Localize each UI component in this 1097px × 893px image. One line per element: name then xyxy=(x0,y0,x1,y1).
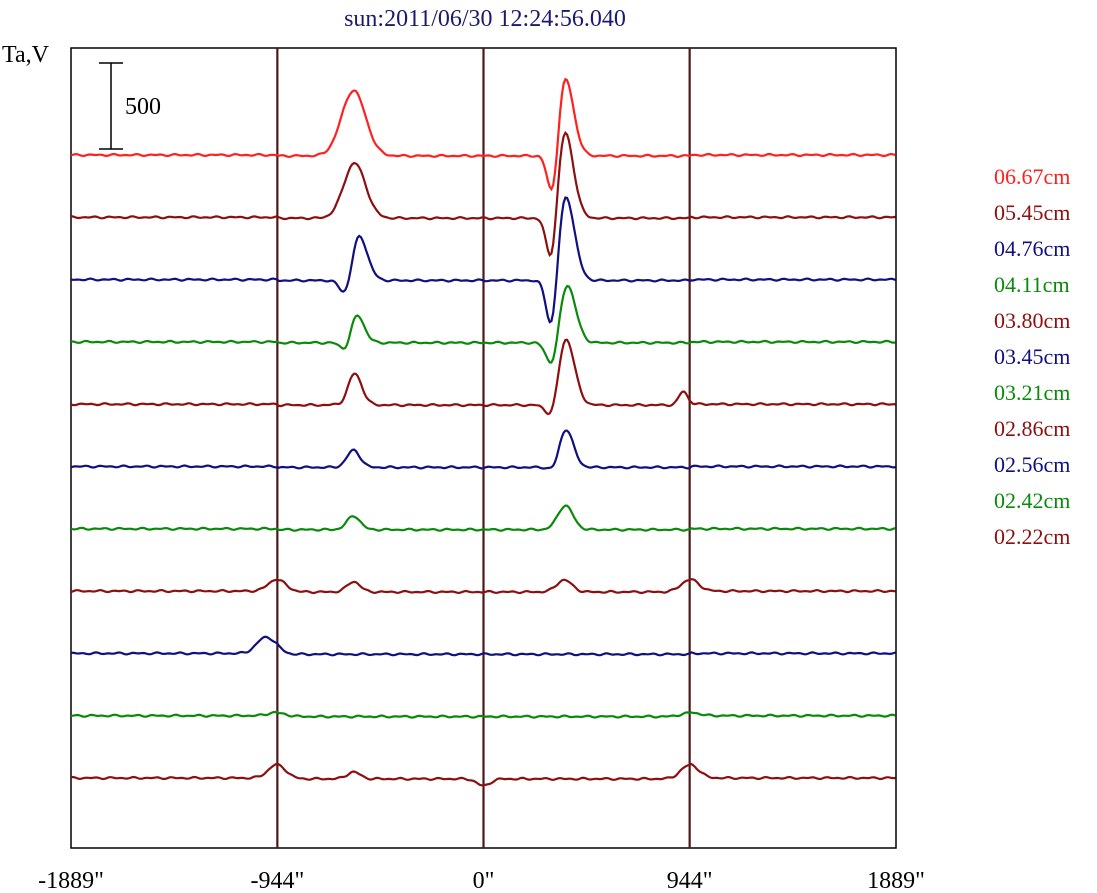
series-line xyxy=(70,504,896,532)
series-line xyxy=(70,196,896,324)
series-line xyxy=(70,635,896,657)
legend-entry: 03.45cm xyxy=(994,344,1070,369)
series-line xyxy=(70,131,896,258)
legend-entry: 06.67cm xyxy=(994,164,1070,189)
series-lines xyxy=(70,77,896,787)
chart-title: sun:2011/06/30 12:24:56.040 xyxy=(344,6,626,32)
legend-entry: 02.86cm xyxy=(994,416,1070,441)
legend-entry: 05.45cm xyxy=(994,200,1070,225)
scale-bar: 500 xyxy=(99,62,161,150)
legend: 06.67cm 05.45cm 04.76cm 04.11cm 03.80cm 03.45… xyxy=(994,164,1070,549)
legend-entry: 03.21cm xyxy=(994,380,1070,405)
x-tick-label: 944" xyxy=(667,868,713,893)
x-tick-label: -944" xyxy=(250,868,304,893)
y-axis-label: Ta,V xyxy=(2,42,50,68)
series-line xyxy=(70,710,896,719)
legend-entry: 02.56cm xyxy=(994,452,1070,477)
series-line xyxy=(70,578,896,595)
legend-entry: 04.76cm xyxy=(994,236,1070,261)
scale-bar-label: 500 xyxy=(125,94,161,120)
legend-entry: 02.22cm xyxy=(994,524,1070,549)
x-tick-label: 0" xyxy=(473,868,495,893)
series-line xyxy=(70,338,896,416)
x-tick-label: 1889" xyxy=(867,868,925,893)
series-line xyxy=(70,429,896,470)
series-line xyxy=(70,77,896,192)
x-tick-label: -1889" xyxy=(38,868,104,893)
legend-entry: 03.80cm xyxy=(994,308,1070,333)
vertical-reference-lines xyxy=(276,48,691,848)
legend-entry: 04.11cm xyxy=(994,272,1070,297)
legend-entry: 02.42cm xyxy=(994,488,1070,513)
x-tick-labels: -1889" -944" 0" 944" 1889" xyxy=(38,868,925,893)
series-line xyxy=(70,762,896,787)
series-line xyxy=(71,284,896,364)
